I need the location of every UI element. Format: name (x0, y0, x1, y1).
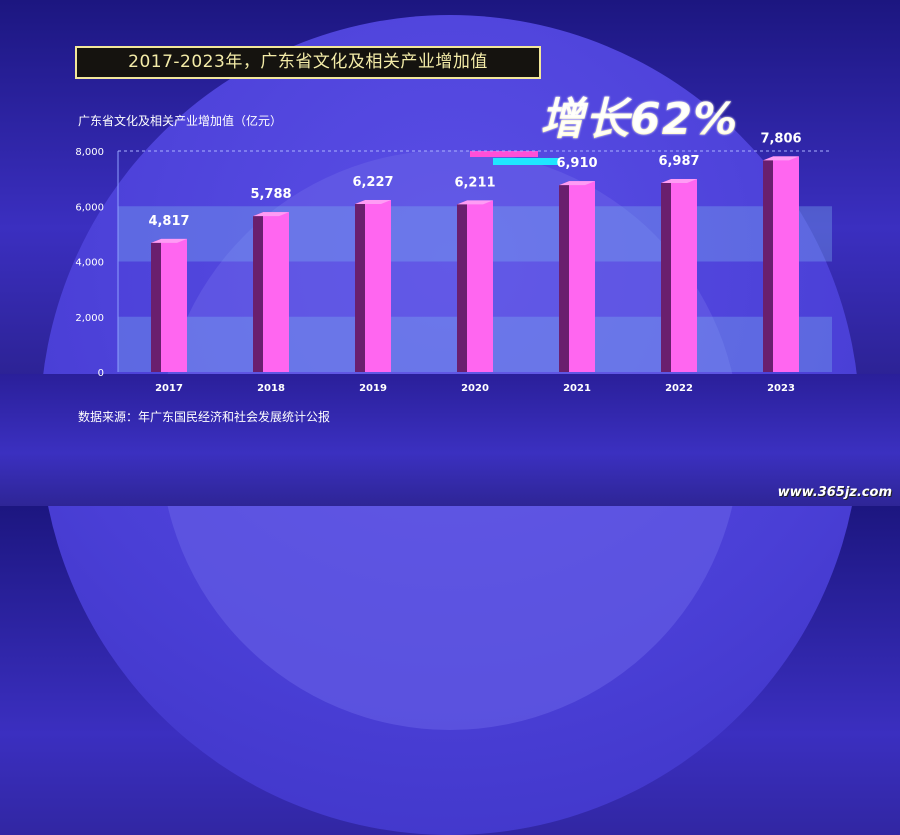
bar-top (457, 200, 493, 205)
bar-chart: 0 2,000 4,000 6,000 8,000 4,817 2017 5,788 2018 6… (75, 131, 832, 394)
bar-top (661, 178, 697, 183)
data-label: 7,806 (760, 131, 801, 146)
x-tick-label: 2019 (359, 383, 387, 394)
y-tick-label: 8,000 (75, 147, 104, 158)
bar (671, 178, 697, 372)
decor-bar-pink (470, 151, 538, 157)
y-axis-label: 广东省文化及相关产业增加值（亿元） (78, 114, 283, 128)
decor-bar-cyan (493, 158, 560, 165)
data-label: 6,987 (658, 154, 699, 169)
x-tick-label: 2023 (767, 383, 795, 394)
y-tick-label: 4,000 (75, 258, 104, 269)
bar (161, 238, 187, 372)
y-tick-label: 0 (98, 368, 104, 379)
bar-side (253, 212, 263, 372)
bar-side (763, 156, 773, 372)
bar-side (661, 178, 671, 372)
bar (365, 199, 391, 372)
x-tick-label: 2017 (155, 383, 183, 394)
bar-top (151, 238, 187, 243)
bar-side (151, 238, 161, 372)
bar-top (253, 212, 289, 217)
data-label: 6,227 (352, 175, 393, 190)
x-tick-label: 2018 (257, 383, 285, 394)
bar (467, 200, 493, 372)
bar-side (559, 181, 569, 372)
bar-top (355, 199, 391, 204)
data-label: 6,910 (556, 156, 597, 171)
bar (773, 156, 799, 372)
bar-top (559, 181, 595, 186)
watermark: www.365jz.com (777, 485, 892, 500)
data-label: 5,788 (250, 187, 291, 202)
x-tick-label: 2021 (563, 383, 591, 394)
bar-side (457, 200, 467, 372)
chart-title: 2017-2023年，广东省文化及相关产业增加值 (75, 46, 541, 79)
y-tick-label: 2,000 (75, 313, 104, 324)
y-tick-label: 6,000 (75, 202, 104, 213)
bar (569, 181, 595, 372)
data-label: 4,817 (148, 214, 189, 229)
background-band (0, 374, 900, 506)
bar (263, 212, 289, 372)
growth-badge: 增长62% (540, 83, 738, 147)
x-tick-label: 2022 (665, 383, 693, 394)
data-source: 数据来源：年广东国民经济和社会发展统计公报 (78, 410, 331, 424)
bar-top (763, 156, 799, 161)
data-label: 6,211 (454, 175, 495, 190)
bar-side (355, 199, 365, 372)
x-tick-label: 2020 (461, 383, 489, 394)
